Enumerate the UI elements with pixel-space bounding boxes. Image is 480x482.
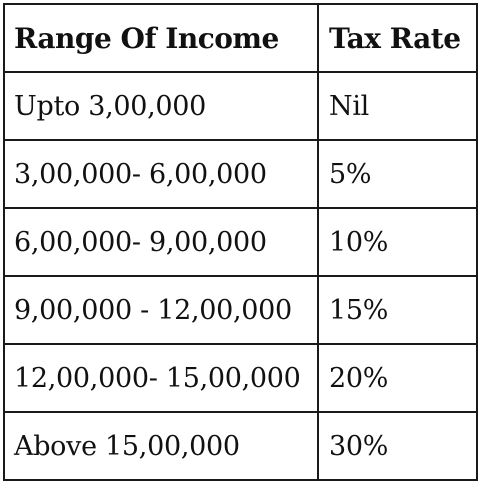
table-row: 9,00,000 - 12,00,000 15% [3, 275, 478, 345]
income-range-cell: 9,00,000 - 12,00,000 [3, 275, 319, 345]
income-range-cell: Upto 3,00,000 [3, 71, 319, 141]
header-row: Range Of Income Tax Rate [3, 3, 478, 73]
tax-rate-cell: 10% [317, 207, 478, 277]
income-range-cell: Above 15,00,000 [3, 411, 319, 481]
income-range-cell: 12,00,000- 15,00,000 [3, 343, 319, 413]
income-range-cell: 3,00,000- 6,00,000 [3, 139, 319, 209]
table-row: 12,00,000- 15,00,000 20% [3, 343, 478, 413]
tax-rate-cell: Nil [317, 71, 478, 141]
tax-rate-cell: 20% [317, 343, 478, 413]
header-tax-rate: Tax Rate [317, 3, 478, 73]
tax-rate-cell: 30% [317, 411, 478, 481]
table-row: 6,00,000- 9,00,000 10% [3, 207, 478, 277]
header-range-of-income: Range Of Income [3, 3, 319, 73]
table-row: 3,00,000- 6,00,000 5% [3, 139, 478, 209]
tax-rate-cell: 15% [317, 275, 478, 345]
table-header: Range Of Income Tax Rate [3, 3, 478, 73]
table-row: Above 15,00,000 30% [3, 411, 478, 481]
table-body: Upto 3,00,000 Nil 3,00,000- 6,00,000 5% … [3, 71, 478, 481]
income-tax-slab-table: Range Of Income Tax Rate Upto 3,00,000 N… [3, 3, 478, 481]
table-row: Upto 3,00,000 Nil [3, 71, 478, 141]
tax-rate-cell: 5% [317, 139, 478, 209]
income-range-cell: 6,00,000- 9,00,000 [3, 207, 319, 277]
